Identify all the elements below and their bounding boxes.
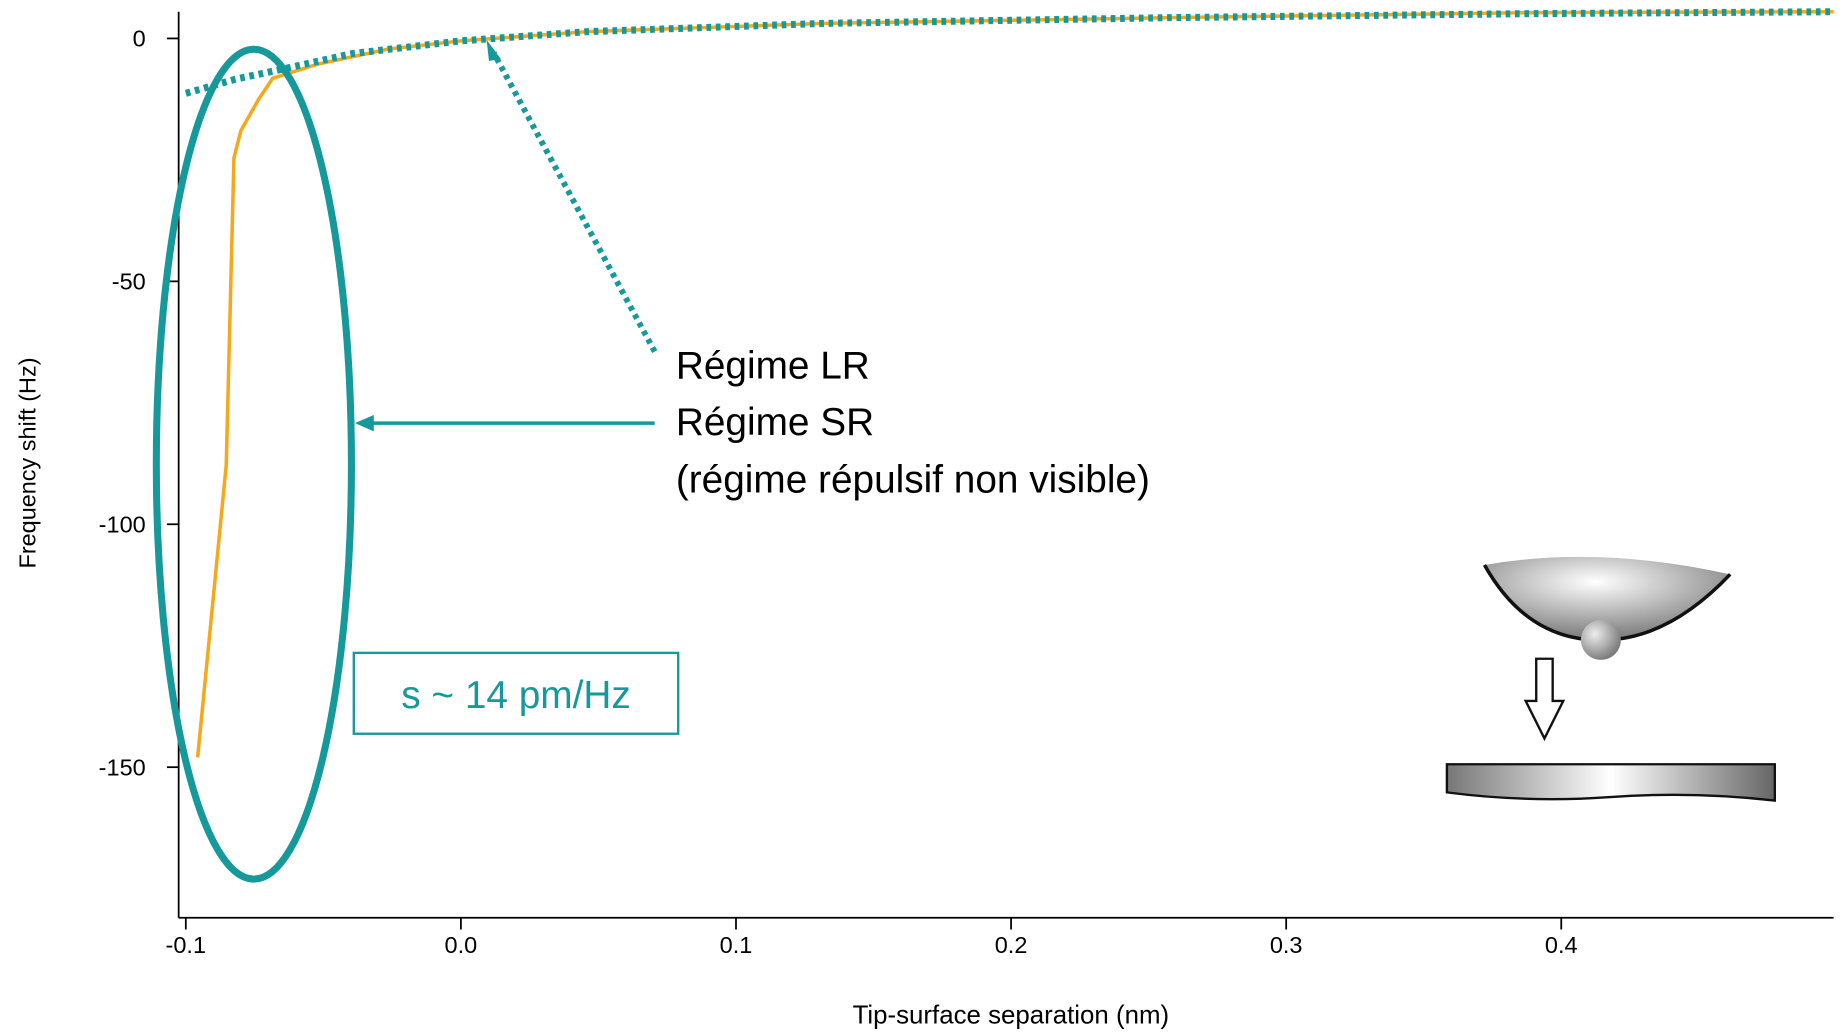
annotation: (régime répulsif non visible) <box>676 458 1150 501</box>
x-axis-label: Tip-surface separation (nm) <box>853 1001 1170 1029</box>
cantilever <box>1484 556 1731 641</box>
data-line <box>184 8 1834 97</box>
annotation-box <box>352 651 680 735</box>
y-tick-label: -50 <box>112 269 146 295</box>
x-tick-label: 0.3 <box>1270 932 1303 958</box>
sample <box>1445 763 1777 802</box>
annotation: Régime LR <box>676 345 870 388</box>
x-tick-label: 0.4 <box>1545 932 1578 958</box>
tip-atom <box>1580 620 1621 660</box>
y-tick-label: -150 <box>99 754 146 780</box>
x-tick-label: 0.2 <box>995 932 1028 958</box>
y-axis-label: Frequency shift (Hz) <box>14 358 40 569</box>
y-tick-label: 0 <box>133 26 146 52</box>
arrow-head <box>486 39 501 61</box>
annotation: s ~ 14 pm/Hz <box>401 674 631 717</box>
arrow-head <box>354 414 374 432</box>
arrow-lr <box>491 51 658 354</box>
annotation: Régime SR <box>676 401 874 444</box>
highlight-ellipse <box>152 45 355 883</box>
x-tick-label: -0.1 <box>166 932 207 958</box>
approach-arrow <box>1523 657 1566 742</box>
x-tick-label: 0.1 <box>720 932 753 958</box>
x-tick-label: 0.0 <box>445 932 478 958</box>
y-tick-label: -100 <box>99 512 146 538</box>
